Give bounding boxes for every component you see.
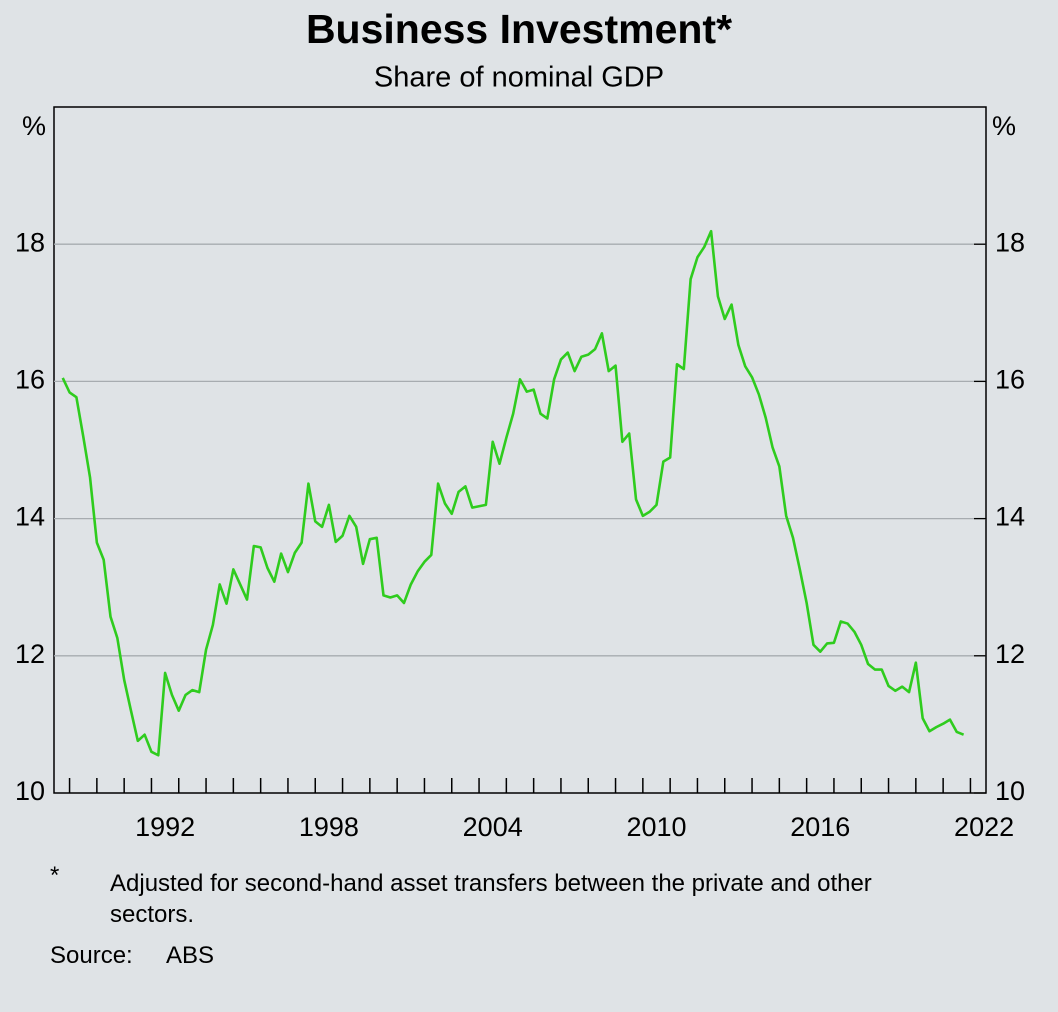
source-text: ABS: [166, 942, 215, 969]
y2-tick-label: 10: [995, 776, 1025, 806]
x-tick-label: 1992: [135, 812, 195, 842]
y-tick-label: 12: [15, 639, 45, 669]
y-tick-label: 18: [15, 227, 45, 257]
plot-frame: [53, 106, 987, 794]
y-tick-label: 14: [15, 502, 45, 532]
chart-title: Business Investment*: [306, 6, 732, 52]
x-tick-label: 2022: [954, 812, 1014, 842]
y2-tick-label: 18: [995, 227, 1025, 257]
x-tick-label: 2004: [463, 812, 523, 842]
x-tick-label: 1998: [299, 812, 359, 842]
y2-axis-label: %: [992, 111, 1016, 141]
y2-tick-label: 14: [995, 502, 1025, 532]
y-tick-label: 10: [15, 776, 45, 806]
y2-tick-label: 12: [995, 639, 1025, 669]
y-tick-label: 16: [15, 365, 45, 395]
source-label: Source:: [50, 942, 133, 969]
y2-tick-label: 16: [995, 365, 1025, 395]
x-tick-label: 2016: [790, 812, 850, 842]
footnote-text: Adjusted for second-hand asset transfers…: [110, 870, 872, 928]
x-tick-label: 2010: [626, 812, 686, 842]
y-axis-label: %: [22, 111, 46, 141]
footnote-marker: *: [50, 862, 60, 889]
data-line: [61, 229, 965, 757]
chart-subtitle: Share of nominal GDP: [374, 62, 664, 94]
